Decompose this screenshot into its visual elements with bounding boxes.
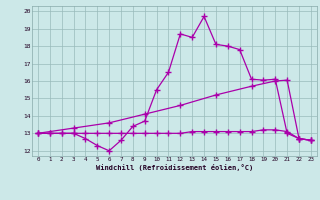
X-axis label: Windchill (Refroidissement éolien,°C): Windchill (Refroidissement éolien,°C) xyxy=(96,164,253,171)
